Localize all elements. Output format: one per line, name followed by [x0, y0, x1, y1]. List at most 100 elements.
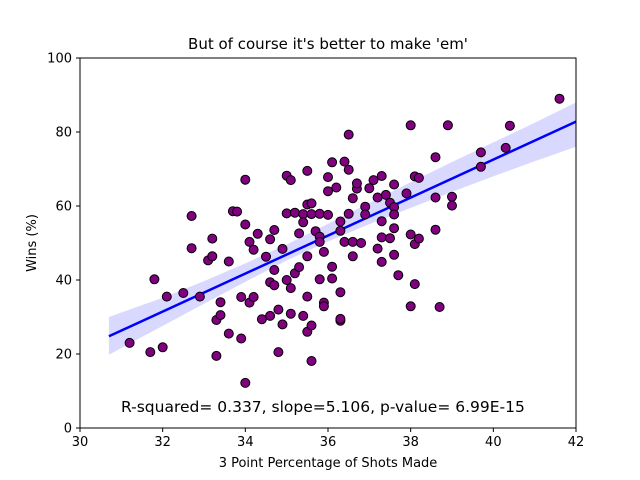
- data-point: [236, 292, 247, 302]
- data-point: [327, 261, 338, 272]
- data-point: [273, 347, 284, 358]
- data-point: [207, 233, 218, 244]
- data-point: [405, 120, 416, 131]
- data-point: [442, 120, 453, 131]
- data-point: [265, 310, 276, 321]
- data-point: [335, 287, 346, 298]
- data-point: [285, 283, 296, 294]
- data-point: [289, 207, 300, 218]
- data-point: [281, 208, 292, 219]
- y-tick-label: 40: [55, 274, 72, 289]
- data-point: [318, 301, 329, 312]
- data-point: [215, 310, 226, 321]
- data-point: [269, 265, 280, 275]
- data-point: [223, 328, 234, 339]
- data-point: [256, 314, 267, 325]
- data-point: [368, 175, 379, 186]
- y-tick-label: 20: [55, 348, 72, 363]
- x-tick-label: 40: [485, 435, 502, 450]
- data-point: [327, 273, 338, 284]
- y-tick-label: 80: [55, 126, 72, 141]
- data-point: [360, 209, 371, 220]
- regression-stats-annotation: R-squared= 0.337, slope=5.106, p-value= …: [121, 398, 525, 416]
- x-tick-label: 38: [402, 435, 419, 450]
- data-point: [277, 319, 288, 330]
- x-tick-label: 42: [568, 435, 585, 450]
- data-point: [475, 147, 486, 158]
- data-point: [413, 233, 424, 244]
- data-point: [306, 320, 317, 331]
- data-point: [372, 243, 383, 254]
- data-point: [302, 291, 313, 302]
- data-point: [294, 228, 305, 239]
- data-point: [430, 192, 441, 203]
- y-axis-label: Wins (%): [25, 214, 40, 272]
- data-point: [236, 333, 247, 344]
- data-point: [306, 209, 317, 220]
- data-point: [302, 251, 313, 262]
- data-point: [447, 200, 457, 211]
- data-point: [339, 156, 350, 167]
- data-point: [194, 291, 205, 302]
- data-point: [335, 225, 346, 236]
- data-point: [389, 223, 400, 234]
- data-point: [302, 165, 313, 176]
- data-point: [335, 216, 346, 227]
- data-point: [376, 256, 387, 267]
- data-point: [314, 208, 325, 219]
- data-point: [240, 219, 251, 230]
- data-point: [285, 175, 296, 186]
- data-point: [343, 129, 354, 140]
- data-point: [244, 236, 255, 247]
- data-point: [347, 236, 358, 247]
- data-point: [223, 256, 234, 267]
- data-point: [240, 377, 251, 388]
- x-axis: 30 32 34 36 38 40 42: [72, 428, 585, 450]
- data-point: [281, 275, 292, 285]
- data-point: [161, 291, 172, 302]
- y-axis: 0 20 40 60 80 100: [47, 52, 80, 437]
- data-point: [335, 313, 346, 324]
- data-point: [298, 310, 309, 321]
- data-point: [339, 236, 350, 247]
- data-point: [248, 244, 259, 255]
- data-point: [273, 304, 284, 315]
- data-point: [265, 234, 276, 245]
- y-tick-label: 0: [64, 422, 72, 437]
- data-point: [298, 209, 309, 220]
- data-point: [157, 342, 168, 353]
- data-point: [314, 236, 325, 247]
- data-point: [430, 152, 441, 163]
- data-point: [376, 216, 387, 227]
- data-point: [409, 279, 420, 290]
- chart-title: But of course it's better to make 'em': [188, 35, 468, 53]
- data-point: [269, 280, 280, 291]
- data-point: [385, 233, 395, 244]
- x-tick-label: 30: [72, 435, 89, 450]
- data-point: [124, 337, 135, 348]
- data-point: [323, 186, 333, 197]
- data-point: [207, 251, 218, 262]
- data-point: [277, 243, 288, 254]
- data-point: [186, 211, 197, 221]
- data-point: [323, 172, 333, 183]
- data-point: [389, 209, 400, 220]
- data-point: [351, 178, 362, 189]
- data-point: [211, 350, 222, 361]
- data-point: [364, 183, 375, 194]
- data-point: [389, 249, 400, 260]
- x-axis-label: 3 Point Percentage of Shots Made: [219, 456, 438, 471]
- data-point: [215, 297, 226, 308]
- data-point: [347, 251, 358, 262]
- x-tick-label: 34: [237, 435, 254, 450]
- data-point: [306, 356, 317, 366]
- data-point: [380, 189, 391, 200]
- data-point: [447, 191, 457, 202]
- data-point: [343, 208, 354, 219]
- data-point: [347, 193, 358, 204]
- data-point: [149, 274, 160, 285]
- data-point: [145, 347, 156, 358]
- data-point: [327, 157, 338, 168]
- data-point: [413, 172, 424, 183]
